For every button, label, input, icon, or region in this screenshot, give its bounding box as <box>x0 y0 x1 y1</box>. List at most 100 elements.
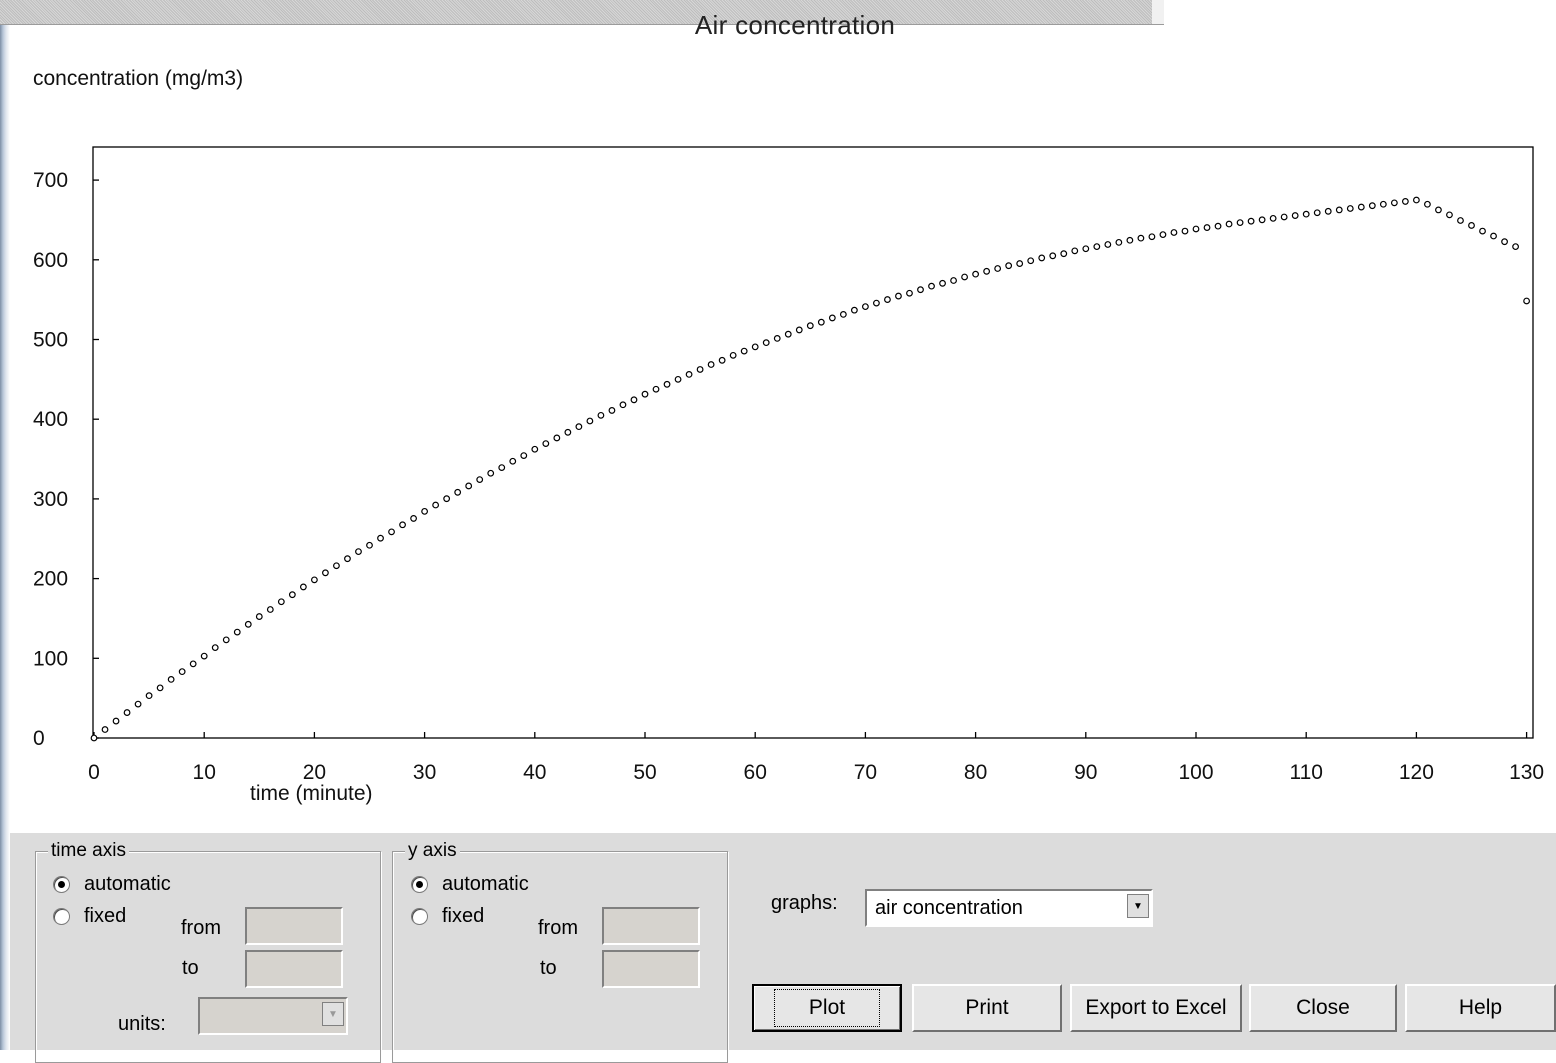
data-point <box>1379 200 1387 208</box>
time-axis-fixed-radio[interactable]: fixed <box>53 905 126 928</box>
data-point <box>112 717 120 725</box>
data-point <box>189 660 197 668</box>
data-point <box>1401 198 1409 205</box>
data-point <box>476 476 484 484</box>
data-point <box>586 417 594 425</box>
help-button-label: Help <box>1458 996 1503 1019</box>
data-point <box>729 351 737 359</box>
data-point <box>652 385 660 393</box>
data-point <box>1060 250 1068 258</box>
export-to-excel-button[interactable]: Export to Excel <box>1070 984 1242 1032</box>
data-point <box>795 326 803 334</box>
data-point <box>1269 214 1277 222</box>
plot-button[interactable]: Plot <box>752 984 902 1032</box>
data-point <box>1016 260 1024 267</box>
data-point <box>244 620 252 628</box>
data-point <box>1181 227 1189 235</box>
data-point <box>1049 252 1057 260</box>
help-button[interactable]: Help <box>1405 984 1556 1032</box>
data-point <box>939 279 946 287</box>
data-point <box>1280 213 1288 221</box>
data-point <box>1324 207 1332 215</box>
data-point <box>355 548 362 556</box>
y-tick-label: 600 <box>33 249 68 272</box>
data-point <box>200 652 208 660</box>
data-point <box>1368 202 1376 210</box>
plot-frame <box>92 146 1534 739</box>
data-point <box>322 569 329 577</box>
data-point <box>233 628 241 636</box>
time-axis-from-input[interactable] <box>245 907 343 945</box>
data-point <box>608 407 616 414</box>
data-point <box>564 428 572 436</box>
radio-unselected-icon <box>53 908 70 925</box>
data-point <box>895 292 902 300</box>
time-axis-units-label: units: <box>118 1013 166 1035</box>
y-axis-fixed-label: fixed <box>442 905 485 927</box>
data-point <box>1038 254 1046 262</box>
radio-selected-icon <box>411 876 428 893</box>
y-tick-label: 400 <box>33 408 68 431</box>
print-button[interactable]: Print <box>912 984 1062 1032</box>
data-point <box>1027 257 1035 265</box>
data-point <box>873 299 880 307</box>
chart-title: Air concentration <box>694 10 896 40</box>
graphs-select-value: air concentration <box>875 896 1023 919</box>
chart-area: 0 10 20 30 40 50 60 70 80 90 100 110 120 130 0 100 200 30… <box>33 146 1544 784</box>
chevron-down-icon[interactable]: ▼ <box>1127 894 1149 918</box>
data-point <box>817 318 825 326</box>
x-tick-label: 60 <box>744 761 767 784</box>
data-point <box>1468 222 1475 229</box>
x-tick-label: 20 <box>303 761 326 784</box>
time-axis-units-select[interactable]: ▼ <box>198 997 348 1035</box>
time-axis-to-input[interactable] <box>245 950 343 988</box>
data-point <box>101 726 109 733</box>
data-point <box>1159 231 1167 239</box>
data-point <box>421 507 429 515</box>
y-axis-from-input[interactable] <box>602 907 700 945</box>
time-axis-automatic-radio[interactable]: automatic <box>53 873 171 896</box>
data-point <box>828 314 836 322</box>
data-point <box>1093 243 1101 251</box>
data-point <box>685 371 693 378</box>
y-axis-fixed-radio[interactable]: fixed <box>411 905 484 928</box>
y-tick-label: 300 <box>33 488 68 511</box>
x-tick-label: 10 <box>193 761 216 784</box>
data-point <box>1071 247 1079 255</box>
data-point <box>509 457 517 465</box>
data-point <box>1490 232 1497 240</box>
data-point <box>961 273 968 281</box>
close-button[interactable]: Close <box>1249 984 1397 1032</box>
data-point <box>1291 212 1299 219</box>
x-axis-label: time (minute) <box>250 782 373 805</box>
data-point <box>1258 216 1266 224</box>
data-point <box>520 452 528 459</box>
time-axis-automatic-label: automatic <box>84 873 171 895</box>
x-tick-label: 30 <box>413 761 436 784</box>
data-point <box>1412 196 1420 204</box>
y-axis-to-label: to <box>540 957 557 979</box>
print-button-label: Print <box>965 996 1009 1019</box>
data-point <box>432 501 440 509</box>
data-point <box>1313 209 1321 217</box>
y-axis-to-input[interactable] <box>602 950 700 988</box>
chevron-down-icon[interactable]: ▼ <box>322 1002 344 1026</box>
graphs-select[interactable]: air concentration ▼ <box>865 889 1153 927</box>
data-point <box>211 644 219 652</box>
data-point <box>134 700 142 708</box>
data-point <box>1501 238 1508 246</box>
y-tick-label: 100 <box>33 647 68 670</box>
y-axis-automatic-radio[interactable]: automatic <box>411 873 529 896</box>
data-point <box>707 361 715 368</box>
y-axis-automatic-label: automatic <box>442 873 529 895</box>
data-point <box>994 265 1002 272</box>
data-point <box>277 598 285 606</box>
x-tick-label: 110 <box>1289 761 1322 784</box>
data-point <box>156 684 164 692</box>
data-point <box>553 434 561 442</box>
data-point <box>178 668 186 676</box>
data-point <box>299 583 307 591</box>
x-tick-label: 120 <box>1399 761 1434 784</box>
data-point <box>255 613 263 620</box>
data-point <box>696 366 704 373</box>
